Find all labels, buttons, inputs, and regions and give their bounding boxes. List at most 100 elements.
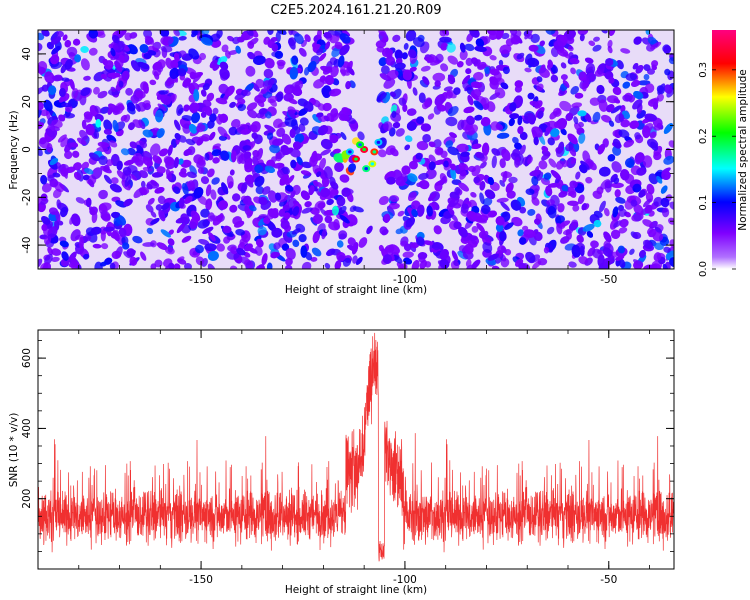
heatmap-cell [646, 183, 655, 195]
heatmap-cell [182, 78, 192, 88]
heatmap-cell [527, 113, 536, 125]
heatmap-cell [219, 67, 230, 80]
heatmap-cell [611, 182, 624, 189]
heatmap-cell [158, 148, 169, 157]
heatmap-cell [98, 202, 112, 212]
heatmap-cell [609, 30, 616, 37]
heatmap-cell [73, 38, 81, 46]
heatmap-cell [665, 250, 674, 261]
heatmap-cell [447, 74, 456, 85]
heatmap-cell [91, 211, 98, 224]
heatmap-cell [173, 52, 180, 63]
heatmap-cell [236, 151, 244, 165]
heatmap-cell [269, 144, 281, 154]
heatmap-cell [611, 161, 622, 173]
heatmap-cell [255, 78, 265, 89]
heatmap-cell [487, 210, 497, 218]
heatmap-cell [618, 208, 627, 217]
heatmap-cell [432, 72, 446, 82]
heatmap-cell [653, 125, 661, 131]
heatmap-cell [517, 229, 524, 237]
heatmap-cell [152, 155, 163, 164]
heatmap-cell [195, 256, 205, 266]
heatmap-cell [567, 133, 578, 145]
heatmap-cell [270, 36, 278, 42]
heatmap-cells [38, 30, 674, 269]
heatmap-cell [197, 156, 206, 166]
heatmap-peak-core [348, 150, 352, 154]
heatmap-cell [525, 251, 536, 263]
heatmap-cell [70, 256, 78, 266]
heatmap-cell [43, 99, 53, 112]
heatmap-cell [140, 251, 147, 261]
heatmap-cell [184, 195, 193, 204]
heatmap-cell [96, 146, 109, 153]
heatmap-cell [422, 133, 431, 143]
heatmap-cell [254, 175, 265, 187]
heatmap-cell [332, 148, 341, 154]
heatmap-cell [144, 35, 155, 45]
heatmap-cell [416, 236, 425, 246]
heatmap-cell [147, 197, 155, 205]
heatmap-cell [208, 232, 216, 242]
heatmap-cell [428, 161, 436, 171]
heatmap-cell [633, 203, 644, 216]
heatmap-cell [229, 169, 235, 176]
heatmap-cell [177, 256, 185, 262]
heatmap-peak-core [372, 150, 377, 154]
x-tick-label: -150 [189, 574, 213, 586]
heatmap-cell [465, 259, 472, 268]
heatmap-cell [110, 86, 116, 93]
heatmap-cell [240, 128, 251, 135]
heatmap-cell [219, 61, 229, 71]
heatmap-cell [323, 166, 333, 180]
heatmap-cell [261, 253, 268, 266]
heatmap-cell [654, 226, 663, 234]
heatmap-cell [504, 248, 512, 256]
heatmap-cell [324, 215, 333, 224]
heatmap-cell [129, 256, 138, 266]
heatmap-cell [555, 160, 564, 170]
heatmap-cell [162, 36, 174, 46]
heatmap-cell [73, 171, 82, 181]
heatmap-cell [579, 245, 585, 257]
heatmap-cell [64, 58, 73, 70]
heatmap-cell [474, 46, 487, 52]
heatmap-cell [592, 248, 603, 259]
heatmap-cell [98, 155, 108, 166]
heatmap-cell [443, 160, 449, 168]
heatmap-cell [298, 233, 307, 243]
heatmap-cell [558, 190, 568, 198]
heatmap-cell [645, 30, 651, 35]
heatmap-cell [156, 128, 165, 139]
heatmap-cell [490, 121, 500, 131]
heatmap-cell [237, 36, 245, 43]
heatmap-cell [403, 42, 409, 50]
heatmap-cell [80, 87, 91, 97]
heatmap-cell [642, 239, 653, 250]
heatmap-cell [321, 85, 332, 98]
heatmap-cell [264, 165, 276, 173]
heatmap-cell [150, 218, 160, 225]
heatmap-cell [232, 216, 242, 226]
heatmap-cell [631, 213, 644, 222]
heatmap-cell [606, 104, 615, 113]
heatmap-cell [304, 201, 312, 208]
heatmap-cell [474, 114, 483, 121]
snr-panel: -150 -100 -50 200 400 600 Height of straight … [8, 329, 675, 596]
heatmap-cell [458, 226, 468, 238]
heatmap-cell [291, 86, 303, 97]
heatmap-cell [79, 236, 84, 250]
heatmap-cell [69, 78, 75, 91]
heatmap-cell [578, 71, 587, 81]
heatmap-cell [111, 34, 120, 44]
heatmap-cell [126, 102, 136, 112]
heatmap-cell [445, 91, 453, 99]
heatmap-cell [386, 176, 396, 185]
heatmap-cell [634, 152, 645, 163]
heatmap-cell [450, 167, 457, 180]
heatmap-cell [61, 77, 70, 82]
heatmap-cell [612, 206, 619, 218]
heatmap-cell [434, 80, 441, 87]
heatmap-cell [439, 249, 449, 260]
